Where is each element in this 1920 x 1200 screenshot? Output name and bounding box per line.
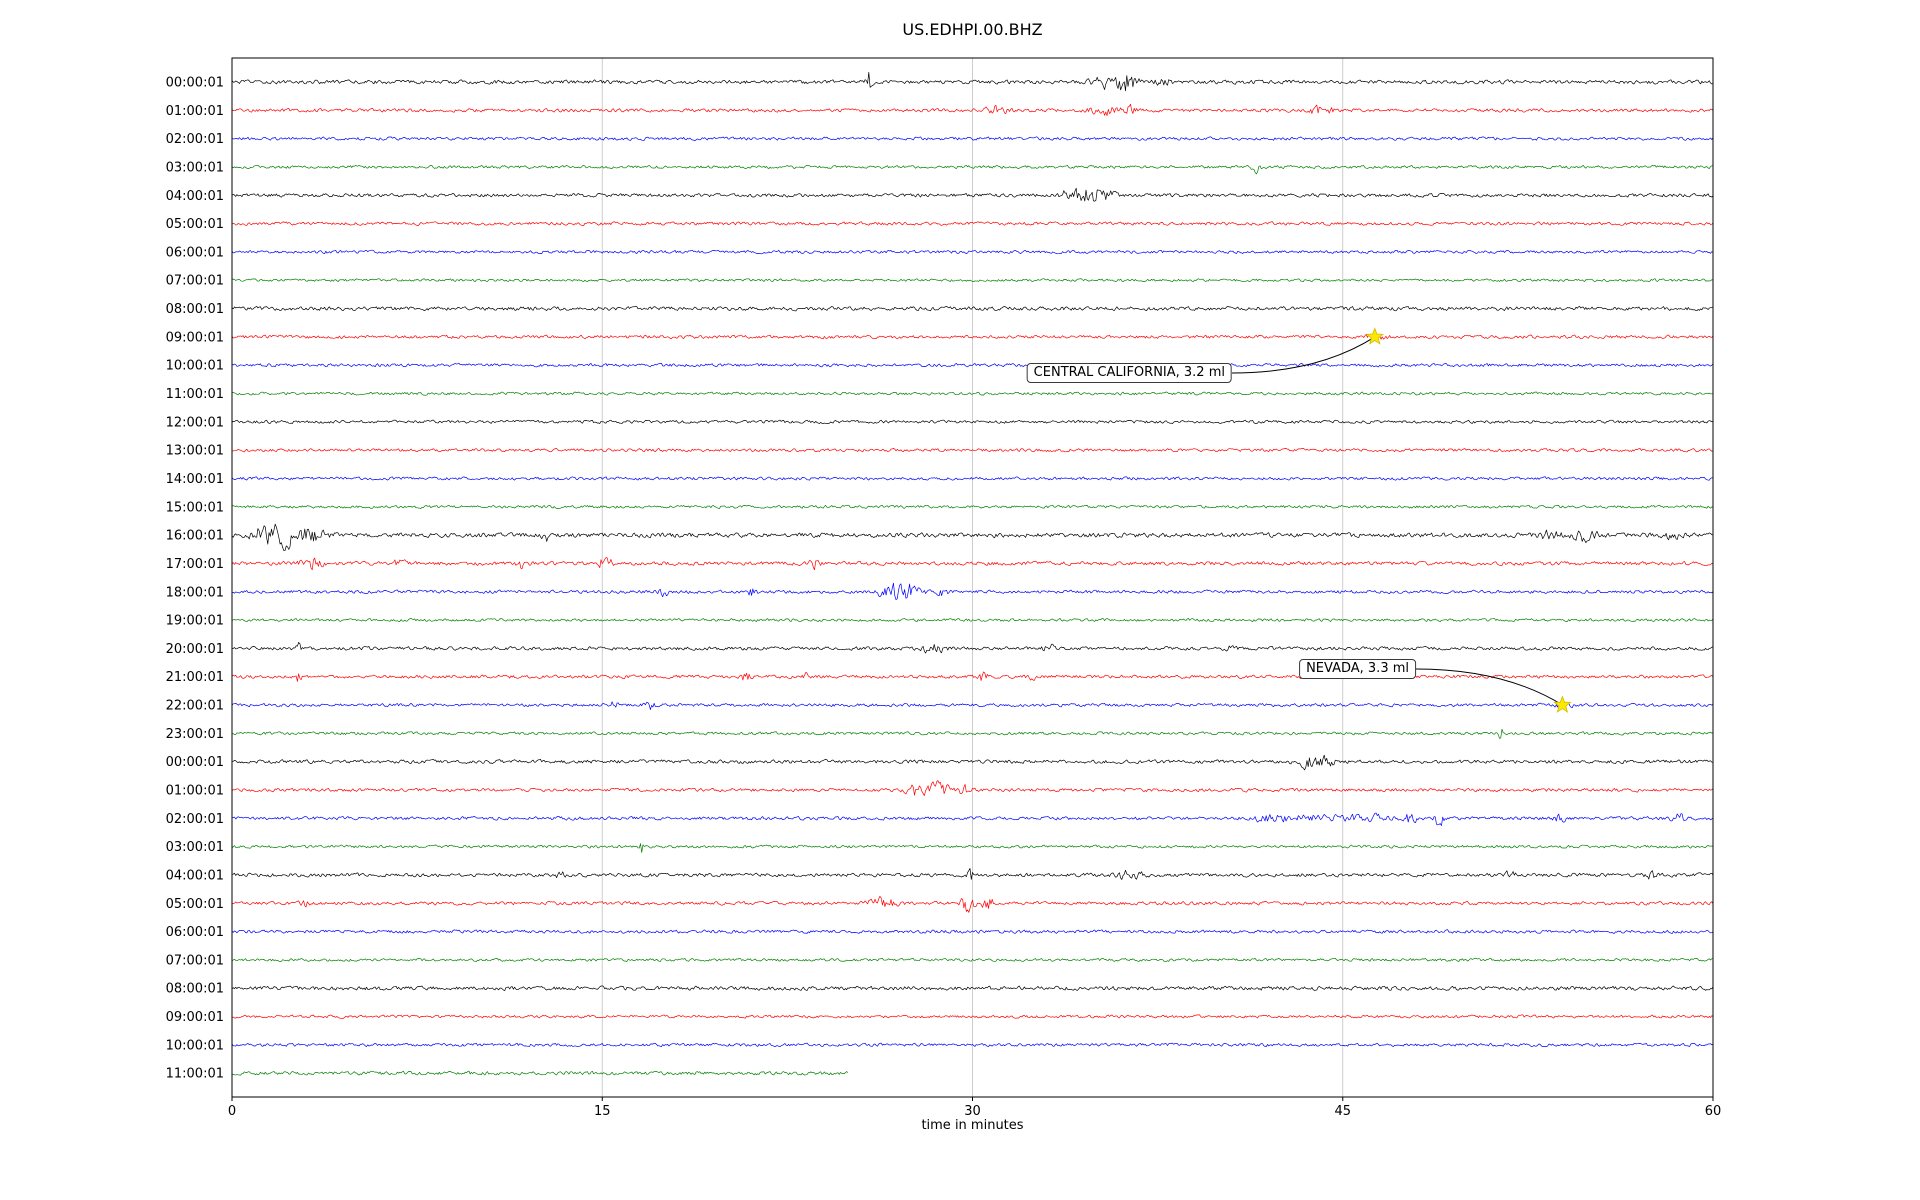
waveform-trace	[231, 391, 1714, 396]
trace-time-label: 06:00:01	[166, 245, 224, 260]
trace-time-label: 08:00:01	[166, 302, 224, 317]
trace-time-label: 01:00:01	[166, 104, 224, 119]
trace-time-label: 17:00:01	[166, 557, 224, 572]
waveform-trace	[231, 557, 1714, 571]
waveform-trace	[231, 642, 1714, 654]
trace-time-label: 05:00:01	[166, 897, 224, 912]
trace-time-label: 07:00:01	[166, 953, 224, 968]
trace-time-label: 04:00:01	[166, 868, 224, 883]
waveform-trace	[231, 221, 1714, 226]
trace-time-label: 00:00:01	[166, 76, 224, 91]
trace-time-label: 11:00:01	[166, 387, 224, 402]
waveform-trace	[231, 618, 1714, 623]
trace-time-label: 03:00:01	[166, 160, 224, 175]
waveform-trace	[231, 278, 1714, 283]
waveform-trace	[231, 671, 1714, 682]
trace-time-label: 15:00:01	[166, 500, 224, 515]
x-tick-label: 60	[1705, 1104, 1722, 1119]
event-annotation-nevada: NEVADA, 3.3 ml	[1299, 659, 1416, 679]
trace-time-label: 02:00:01	[166, 812, 224, 827]
trace-time-label: 04:00:01	[166, 189, 224, 204]
annotation-connector	[1231, 336, 1376, 374]
waveform-trace	[231, 582, 1714, 600]
waveform-trace	[231, 728, 1714, 739]
trace-time-label: 09:00:01	[166, 330, 224, 345]
trace-time-label: 21:00:01	[166, 670, 224, 685]
waveform-trace	[231, 362, 1714, 368]
trace-time-label: 22:00:01	[166, 699, 224, 714]
x-axis-label: time in minutes	[921, 1118, 1024, 1133]
waveform-trace	[231, 187, 1714, 202]
waveform-trace	[231, 754, 1714, 771]
waveform-trace	[231, 843, 1714, 853]
trace-time-label: 11:00:01	[166, 1067, 224, 1082]
trace-time-label: 07:00:01	[166, 274, 224, 289]
trace-time-label: 14:00:01	[166, 472, 224, 487]
waveform-trace	[231, 1014, 1714, 1019]
trace-time-label: 06:00:01	[166, 925, 224, 940]
waveform-trace	[231, 780, 1714, 796]
waveform-trace	[231, 895, 1714, 913]
trace-time-label: 08:00:01	[166, 982, 224, 997]
trace-time-label: 23:00:01	[166, 727, 224, 742]
waveform-trace	[231, 701, 1714, 711]
trace-time-label: 01:00:01	[166, 784, 224, 799]
trace-time-label: 16:00:01	[166, 529, 224, 544]
trace-time-label: 09:00:01	[166, 1010, 224, 1025]
waveform-trace	[231, 504, 1713, 509]
trace-time-label: 10:00:01	[166, 1038, 224, 1053]
trace-time-label: 19:00:01	[166, 614, 224, 629]
trace-time-label: 13:00:01	[166, 444, 224, 459]
waveform-trace	[231, 419, 1714, 424]
waveform-trace	[231, 71, 1714, 92]
waveform-trace	[231, 957, 1713, 962]
trace-time-label: 02:00:01	[166, 132, 224, 147]
trace-time-label: 18:00:01	[166, 585, 224, 600]
waveform-trace	[231, 1042, 1714, 1048]
plot-title: US.EDHPI.00.BHZ	[902, 20, 1043, 39]
trace-time-label: 00:00:01	[166, 755, 224, 770]
waveform-trace	[231, 523, 1714, 551]
waveform-trace	[231, 249, 1714, 255]
waveform-trace	[231, 305, 1714, 312]
waveform-trace	[231, 929, 1714, 934]
annotation-connector	[1415, 668, 1563, 706]
event-star-icon	[1365, 327, 1384, 345]
x-tick-label: 30	[964, 1104, 981, 1119]
trace-time-label: 05:00:01	[166, 217, 224, 232]
waveform-trace	[231, 448, 1714, 453]
trace-time-label: 03:00:01	[166, 840, 224, 855]
waveform-trace	[231, 164, 1714, 175]
trace-time-label: 10:00:01	[166, 359, 224, 374]
waveform-trace	[231, 1070, 849, 1076]
event-annotation-central-california: CENTRAL CALIFORNIA, 3.2 ml	[1026, 363, 1232, 383]
waveform-trace	[231, 985, 1714, 991]
trace-time-label: 12:00:01	[166, 415, 224, 430]
x-tick-label: 0	[228, 1104, 236, 1119]
waveform-trace	[231, 136, 1714, 141]
x-tick-label: 15	[594, 1104, 611, 1119]
event-star-icon	[1553, 695, 1572, 713]
waveform-trace	[231, 333, 1714, 340]
trace-time-label: 20:00:01	[166, 642, 224, 657]
x-tick-label: 45	[1334, 1104, 1351, 1119]
waveform-trace	[231, 103, 1714, 117]
waveform-trace	[231, 812, 1714, 826]
waveform-trace	[231, 868, 1714, 880]
waveform-trace	[231, 476, 1714, 481]
